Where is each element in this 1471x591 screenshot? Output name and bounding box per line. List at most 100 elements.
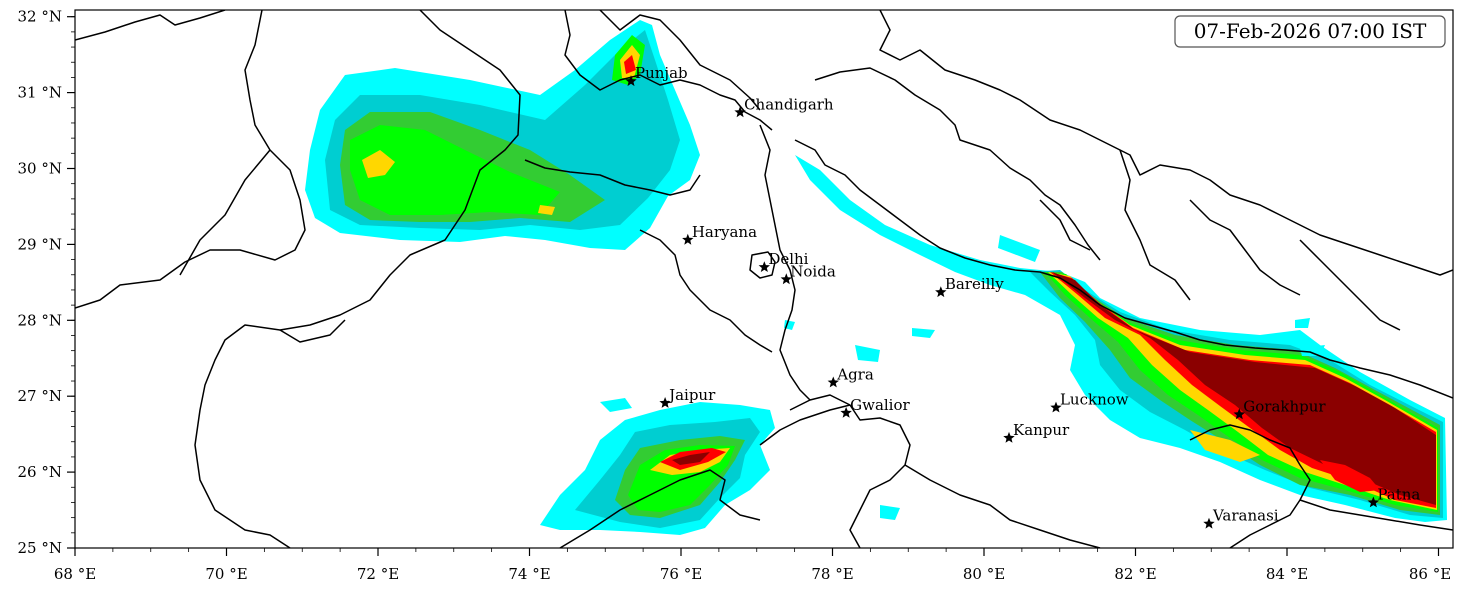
city-label: Haryana xyxy=(692,223,757,241)
city-gwalior: Gwalior xyxy=(840,396,911,418)
fog-layer-darkred xyxy=(1052,272,1436,505)
boundary-himachal xyxy=(599,10,761,111)
star-marker-icon xyxy=(827,376,839,388)
star-marker-icon xyxy=(659,397,671,408)
star-marker-icon xyxy=(758,261,770,272)
boundary-pakistan-north xyxy=(75,10,226,41)
city-label: Delhi xyxy=(768,250,808,268)
city-chandigarh: Chandigarh xyxy=(734,95,834,118)
city-label: Kanpur xyxy=(1013,421,1070,439)
fog-patch xyxy=(855,345,880,362)
star-marker-icon xyxy=(1233,408,1245,420)
fog-layer-red-north xyxy=(624,55,636,74)
y-tick-label: 30 °N xyxy=(18,160,62,178)
city-label: Noida xyxy=(790,262,836,280)
timestamp-text: 07-Feb-2026 07:00 IST xyxy=(1194,19,1427,43)
boundary-kashmir xyxy=(564,10,773,131)
x-axis: 68 °E 70 °E 72 °E 74 °E 76 °E 78 °E 80 °E 82 °E… xyxy=(54,548,1451,583)
city-label: Gwalior xyxy=(850,396,910,414)
city-label: Patna xyxy=(1377,485,1420,503)
boundary-raj-gujarat xyxy=(559,469,761,548)
boundary-pakistan-afghan xyxy=(75,10,306,309)
fog-patch xyxy=(1295,318,1310,328)
star-marker-icon xyxy=(1203,517,1215,529)
fog-layer-lime xyxy=(350,125,560,215)
city-bareilly: Bareilly xyxy=(935,275,1004,298)
star-marker-icon xyxy=(734,106,746,118)
boundary-india-pakistan xyxy=(194,10,521,548)
boundary-pakistan-south xyxy=(279,319,346,343)
star-marker-icon xyxy=(1050,401,1062,413)
star-marker-icon xyxy=(1003,431,1015,443)
x-tick-label: 76 °E xyxy=(660,565,702,583)
plot-frame xyxy=(74,9,1454,549)
x-tick-label: 84 °E xyxy=(1266,565,1308,583)
boundary-pakistan-west xyxy=(179,149,271,276)
map-plot-area xyxy=(75,10,1453,548)
fog-layer-darkred xyxy=(672,452,710,465)
y-tick-label: 25 °N xyxy=(18,539,62,557)
city-punjab: Punjab xyxy=(625,64,688,87)
x-tick-label: 80 °E xyxy=(963,565,1005,583)
star-marker-icon xyxy=(780,273,792,285)
y-tick-label: 27 °N xyxy=(18,387,62,405)
y-tick-label: 28 °N xyxy=(18,311,62,329)
boundary-mp-up xyxy=(759,404,851,446)
city-varanasi: Varanasi xyxy=(1203,507,1279,529)
boundary-nepal-internal-4 xyxy=(1039,199,1091,251)
boundary-up-bihar xyxy=(1189,424,1311,548)
fog-region-rajasthan-south xyxy=(540,402,775,535)
fog-layer-red-south xyxy=(1320,460,1380,492)
x-tick-label: 82 °E xyxy=(1114,565,1156,583)
boundary-haryana-up xyxy=(759,124,811,401)
city-label: Varanasi xyxy=(1212,507,1279,525)
y-axis: 25 °N 26 °N 27 °N 28 °N 29 °N 30 °N 31 °N 32 °N xyxy=(18,8,75,557)
fog-patch xyxy=(600,398,632,412)
y-tick-label: 29 °N xyxy=(18,235,62,253)
timestamp-box: 07-Feb-2026 07:00 IST xyxy=(1174,15,1446,48)
boundary-raj-mp xyxy=(789,394,911,548)
boundary-lines xyxy=(75,10,1453,548)
timestamp-frame xyxy=(1174,15,1446,48)
boundary-nepal-internal-1 xyxy=(1119,149,1191,301)
star-marker-icon xyxy=(682,233,694,245)
boundary-bihar-jharkhand xyxy=(1299,499,1453,531)
city-label: Gorakhpur xyxy=(1243,397,1326,415)
boundary-nepal-internal-2 xyxy=(1189,199,1301,296)
fog-patch xyxy=(912,328,935,338)
x-tick-label: 70 °E xyxy=(205,565,247,583)
fog-layer-gold-south xyxy=(1190,430,1260,462)
city-jaipur: Jaipur xyxy=(659,386,716,408)
city-lucknow: Lucknow xyxy=(1050,391,1129,413)
boundary-delhi xyxy=(749,251,776,279)
star-marker-icon xyxy=(1367,496,1380,508)
x-tick-label: 74 °E xyxy=(508,565,550,583)
star-marker-icon xyxy=(840,406,852,418)
star-marker-icon xyxy=(935,286,947,298)
city-gorakhpur: Gorakhpur xyxy=(1233,397,1326,420)
fog-region-gangetic-plain xyxy=(795,155,1447,522)
boundary-nepal-internal-3 xyxy=(1299,239,1401,331)
fog-patch xyxy=(1300,345,1325,356)
city-label: Lucknow xyxy=(1060,391,1129,409)
fog-patches-scattered xyxy=(600,235,1325,520)
x-tick-label: 72 °E xyxy=(357,565,399,583)
fog-layer-gold-2 xyxy=(538,205,555,215)
boundary-uttarakhand-north xyxy=(879,10,1453,276)
city-kanpur: Kanpur xyxy=(1003,421,1070,443)
city-label: Chandigarh xyxy=(744,95,834,113)
star-marker-icon xyxy=(625,75,637,87)
city-label: Punjab xyxy=(635,64,688,82)
city-agra: Agra xyxy=(827,366,874,388)
city-delhi: Delhi xyxy=(758,250,809,272)
x-tick-label: 68 °E xyxy=(54,565,96,583)
city-label: Jaipur xyxy=(667,386,716,404)
city-haryana: Haryana xyxy=(682,223,757,245)
city-label: Bareilly xyxy=(945,275,1004,293)
fog-region-punjab-west xyxy=(305,20,700,250)
city-label: Agra xyxy=(836,366,874,384)
fog-patch xyxy=(998,235,1040,262)
city-patna: Patna xyxy=(1367,485,1420,508)
